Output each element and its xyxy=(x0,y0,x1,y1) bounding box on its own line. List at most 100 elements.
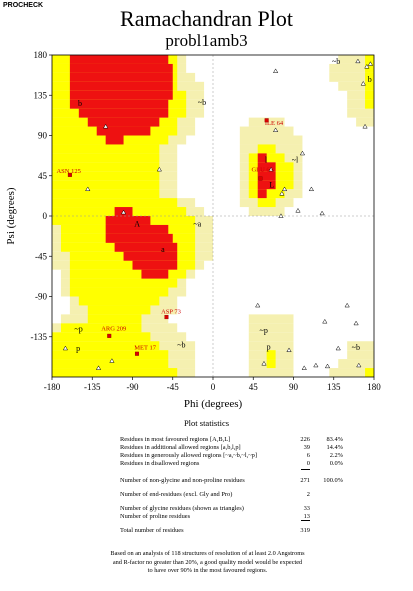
residue-label: MET 17 xyxy=(134,344,156,351)
x-tick-label: 45 xyxy=(249,382,259,392)
generous-region-band xyxy=(347,350,374,360)
outlier-point xyxy=(107,333,112,338)
statistics-percent: 2.2% xyxy=(329,452,343,459)
residue-label: ASP 73 xyxy=(161,308,181,315)
residue-label: GLU 63 xyxy=(251,166,272,173)
allowed-region-band xyxy=(52,332,151,342)
glycine-point xyxy=(319,210,325,216)
statistics-label: Number of proline residues xyxy=(120,513,191,520)
region-label: ~b xyxy=(198,98,206,107)
region-label: ~b xyxy=(352,343,360,352)
generous-region-band xyxy=(329,72,374,82)
x-axis-label: Phi (degrees) xyxy=(184,398,243,410)
glycine-point xyxy=(362,123,368,129)
core-region-band xyxy=(69,55,169,64)
core-region-band xyxy=(69,81,173,91)
generous-region-band xyxy=(338,55,374,64)
chart-subtitle: probl1amb3 xyxy=(165,31,248,50)
glycine-point xyxy=(353,320,359,326)
allowed-region-band xyxy=(257,198,276,208)
y-tick-label: 90 xyxy=(38,131,48,141)
allowed-region-band xyxy=(365,368,374,377)
glycine-point xyxy=(62,345,69,351)
region-label: ~b xyxy=(177,340,185,349)
x-tick-label: -135 xyxy=(84,382,101,392)
glycine-point xyxy=(156,166,162,172)
allowed-region-band xyxy=(52,189,160,199)
glycine-point xyxy=(335,345,341,351)
allowed-region-band xyxy=(257,144,276,154)
generous-region-band xyxy=(347,99,374,109)
core-region-band xyxy=(105,216,151,225)
x-tick-label: -45 xyxy=(167,382,179,392)
statistics-row: Number of proline residues 13 xyxy=(120,513,410,522)
allowed-region-band xyxy=(52,171,160,181)
statistics-count: 13 xyxy=(303,513,310,520)
statistics-title: Plot statistics xyxy=(183,418,230,428)
core-region-band xyxy=(132,260,178,270)
statistics-label: Residues in additional allowed regions [… xyxy=(120,444,241,451)
core-region-band xyxy=(96,126,151,136)
allowed-region-band xyxy=(266,359,276,369)
allowed-region-band xyxy=(52,180,160,190)
statistics-label: Residues in most favoured regions [A,B,L… xyxy=(120,436,231,443)
generous-region-band xyxy=(248,332,294,342)
allowed-region-band xyxy=(365,55,374,64)
statistics-count: 0 xyxy=(306,460,310,467)
statistics-row: Residues in additional allowed regions [… xyxy=(120,444,410,453)
statistics-label: Number of non-glycine and non-proline re… xyxy=(120,477,245,484)
axes: -180 -135 -90 -45 0 45 90 135 180 180 135 90 45 0 -45 -… xyxy=(5,50,381,410)
allowed-region-band xyxy=(52,359,169,369)
x-tick-label: 90 xyxy=(289,382,299,392)
glycine-point xyxy=(286,347,292,353)
y-tick-label: 180 xyxy=(34,50,48,60)
y-tick-label: 0 xyxy=(43,211,48,221)
x-tick-label: -180 xyxy=(44,382,61,392)
glycine-point xyxy=(109,358,115,363)
glycine-point xyxy=(308,186,315,192)
region-label: ~p xyxy=(74,324,82,333)
glycine-point xyxy=(324,363,331,369)
glycine-point xyxy=(364,63,370,69)
residue-label: ARG 209 xyxy=(101,325,126,332)
glycine-point xyxy=(261,360,267,366)
glycine-point xyxy=(85,186,91,192)
y-tick-label: -90 xyxy=(35,292,47,302)
allowed-region-band xyxy=(69,278,178,288)
statistics-count: 33 xyxy=(303,505,310,512)
generous-region-band xyxy=(329,368,374,377)
glycine-point xyxy=(344,302,350,308)
generous-region-band xyxy=(248,368,294,377)
statistics-percent: 83.4% xyxy=(326,436,343,443)
region-label: p xyxy=(76,344,80,353)
glycine-point xyxy=(281,186,288,192)
glycine-point xyxy=(103,123,109,129)
core-region-band xyxy=(257,153,267,163)
allowed-region-band xyxy=(52,198,178,208)
x-tick-label: 0 xyxy=(211,382,216,392)
allowed-region-band xyxy=(52,368,178,377)
allowed-region-band xyxy=(52,144,160,154)
statistics-row: Number of glycine residues (shown as tri… xyxy=(120,505,410,514)
statistics-row: Residues in generously allowed regions [… xyxy=(120,452,410,461)
statistics-label: Residues in generously allowed regions [… xyxy=(120,452,257,459)
statistics-row: Number of non-glycine and non-proline re… xyxy=(120,477,410,486)
statistics-count: 2 xyxy=(306,491,310,498)
statistics-count: 319 xyxy=(300,527,310,534)
outlier-point xyxy=(264,118,269,123)
y-tick-label: -135 xyxy=(31,332,48,342)
region-label: ~l xyxy=(292,155,299,164)
statistics-percent: 100.0% xyxy=(323,477,343,484)
allowed-region-band xyxy=(365,99,374,109)
core-region-band xyxy=(123,251,178,261)
outlier-point xyxy=(164,315,169,320)
core-region-band xyxy=(105,135,124,145)
zero-lines xyxy=(52,55,374,377)
residue-label: ILE 64 xyxy=(265,120,284,127)
statistics-percent: 14.4% xyxy=(326,444,343,451)
glycine-point xyxy=(120,209,127,215)
glycine-point xyxy=(255,302,261,308)
region-label: b xyxy=(78,99,82,108)
statistics-separator xyxy=(301,520,310,521)
y-tick-label: 135 xyxy=(34,90,48,100)
